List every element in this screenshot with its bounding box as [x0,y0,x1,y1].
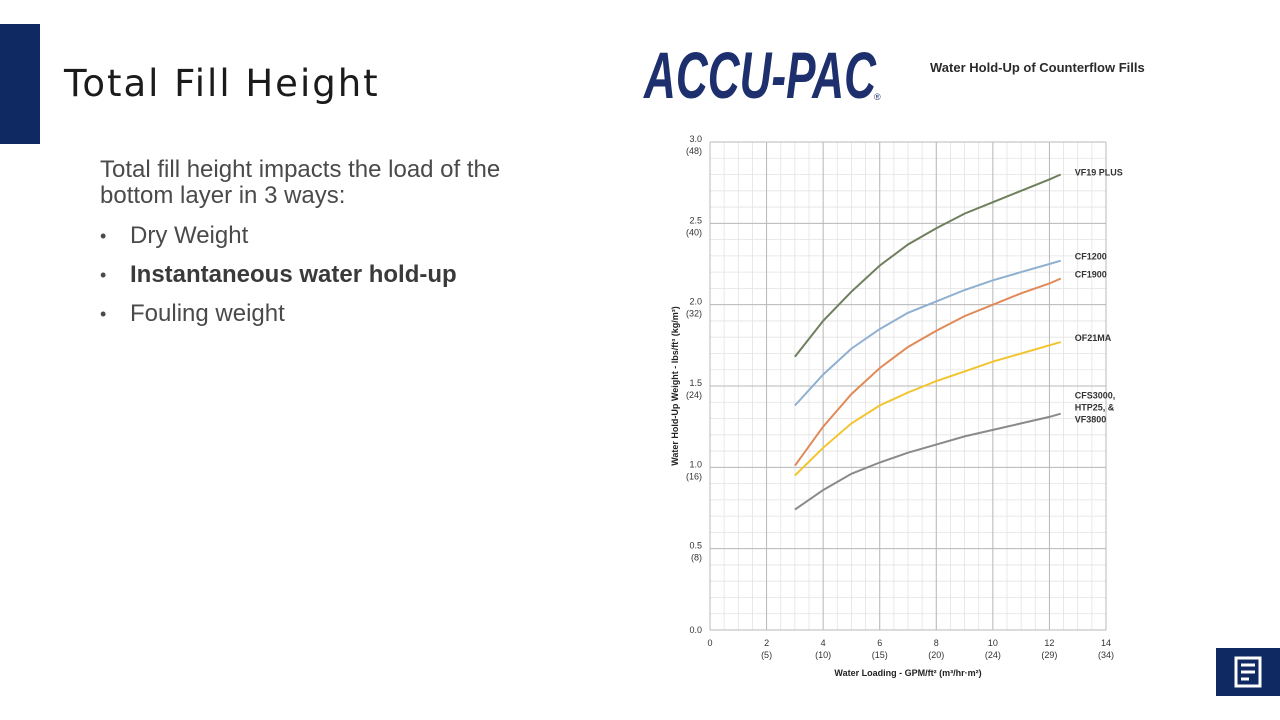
x-axis-label: Water Loading - GPM/ft² (m³/hr·m²) [834,668,981,678]
bullet-item: • Dry Weight [100,222,457,261]
x-tick-sublabel: (15) [872,650,888,660]
series-label: VF3800 [1075,415,1107,425]
y-tick-sublabel: (40) [686,227,702,237]
x-tick-sublabel: (5) [761,650,772,660]
y-tick-label: 1.5 [689,378,702,388]
y-tick-label: 2.0 [689,297,702,307]
y-tick-sublabel: (48) [686,146,702,156]
series-line [794,341,1061,477]
y-tick-label: 3.0 [689,134,702,144]
bullet-text: Instantaneous water hold-up [130,261,457,288]
y-tick-sublabel: (8) [691,553,702,563]
slide-title: Total Fill Height [64,62,380,105]
x-tick-sublabel: (10) [815,650,831,660]
series-line [794,173,1062,358]
x-tick-sublabel: (20) [928,650,944,660]
bullet-list: • Dry Weight • Instantaneous water hold-… [100,222,457,339]
x-tick-label: 6 [877,638,882,648]
x-tick-label: 14 [1101,638,1111,648]
chart-title: Water Hold-Up of Counterflow Fills [930,60,1145,75]
y-tick-sublabel: (32) [686,309,702,319]
y-tick-sublabel: (16) [686,471,702,481]
logo-registered-mark: ® [874,92,881,102]
x-tick-sublabel: (29) [1041,650,1057,660]
series-label: VF19 PLUS [1075,168,1123,178]
series-label: CFS3000, [1075,391,1116,401]
y-axis-label: Water Hold-Up Weight - lbs/ft³ (kg/m³) [670,306,680,465]
x-tick-label: 2 [764,638,769,648]
series-label: OF21MA [1075,333,1112,343]
series-line [794,259,1061,407]
x-tick-sublabel: (34) [1098,650,1114,660]
y-tick-label: 0.0 [689,625,702,635]
bullet-text: Dry Weight [130,222,249,249]
water-holdup-chart: 0 2 (5) 4 (10) 6 (15) 8 (20) 10 (24) 12 (29) 14 (34) 0.… [670,134,1123,678]
x-tick-label: 12 [1044,638,1054,648]
series-label: CF1900 [1075,270,1107,280]
y-tick-sublabel: (24) [686,390,702,400]
series-line [794,277,1062,467]
title-accent-bar [0,24,40,144]
logo-wordmark: ACCU-PAC [643,38,877,108]
y-tick-label: 2.5 [689,215,702,225]
series-label: CF1200 [1075,252,1107,262]
bullet-item: • Fouling weight [100,300,457,339]
x-tick-label: 10 [988,638,998,648]
bullet-dot: • [100,226,107,246]
bullet-dot: • [100,304,107,324]
bullet-item: • Instantaneous water hold-up [100,261,457,300]
series-line [794,412,1061,511]
accu-pac-logo: ACCU-PAC ® [643,38,881,108]
y-tick-label: 1.0 [689,459,702,469]
bullet-text: Fouling weight [130,300,285,327]
x-tick-label: 8 [934,638,939,648]
x-tick-label: 4 [821,638,826,648]
x-tick-sublabel: (24) [985,650,1001,660]
x-tick-label: 0 [707,638,712,648]
intro-text: Total fill height impacts the load of th… [100,156,501,209]
y-tick-label: 0.5 [689,541,702,551]
series-label: HTP25, & [1075,403,1115,413]
document-icon [1216,648,1280,696]
bullet-dot: • [100,265,107,285]
